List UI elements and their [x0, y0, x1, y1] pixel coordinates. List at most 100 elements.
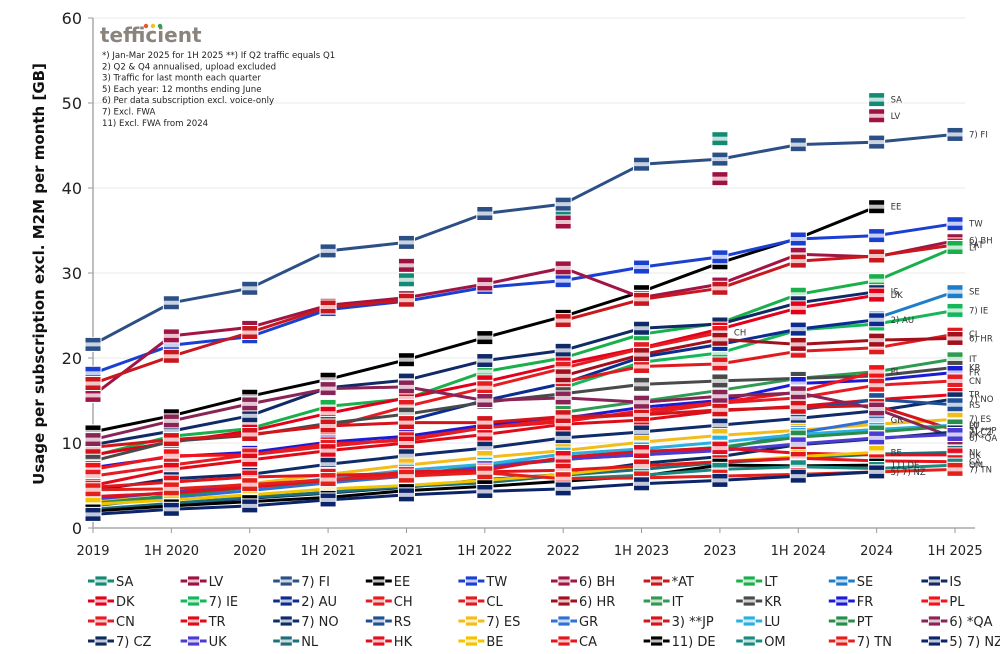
- flag-stripe: [320, 448, 337, 453]
- flag-stripe: [476, 385, 493, 390]
- logo-dot-green: [157, 23, 163, 29]
- flag-stripe: [476, 369, 493, 374]
- legend-item: 11) DE: [643, 635, 716, 650]
- legend-item: KR: [736, 595, 782, 610]
- legend-flag-stripe: [650, 619, 663, 623]
- flag-stripe: [555, 373, 572, 378]
- flag-stripe: [868, 383, 885, 388]
- legend-item: PT: [828, 615, 873, 630]
- legend-item: IT: [643, 595, 683, 610]
- end-label: 6) BH: [969, 237, 993, 247]
- footnote-line: *) Jan-Mar 2025 for 1H 2025 **) If Q2 tr…: [102, 51, 335, 61]
- legend-flag-stripe: [280, 599, 293, 603]
- footnotes: tefficient *) Jan-Mar 2025 for 1H 2025 *…: [100, 23, 335, 129]
- series-line: [92, 397, 956, 493]
- flag-stripe: [947, 221, 963, 226]
- legend-label: LV: [209, 575, 224, 590]
- flag-stripe: [555, 468, 572, 473]
- legend-item: CL: [458, 595, 503, 610]
- flag-stripe: [476, 398, 493, 403]
- flag-stripe: [320, 248, 337, 253]
- flag-stripe: [711, 407, 728, 412]
- series-sa: [397, 92, 886, 288]
- y-tick-label: 0: [72, 519, 82, 538]
- flag-stripe: [868, 435, 885, 440]
- flag-stripe: [633, 265, 650, 270]
- legend-label: CA: [579, 635, 597, 650]
- legend-flag-stripe: [280, 619, 293, 623]
- flag-stripe: [790, 416, 807, 421]
- flag-stripe: [555, 278, 572, 283]
- legend-item: 7) NO: [273, 615, 339, 630]
- legend-flag-stripe: [743, 639, 756, 643]
- tefficient-logo: tefficient: [100, 23, 202, 47]
- flag-stripe: [163, 507, 180, 512]
- legend-flag-stripe: [95, 579, 107, 583]
- series-5-7-nz: [84, 464, 886, 522]
- flag-stripe: [868, 345, 885, 350]
- legend-flag-stripe: [928, 619, 941, 623]
- legend-label: 7) CZ: [116, 635, 152, 650]
- footnote-line: 6) Per data subscription excl. voice-onl…: [102, 96, 274, 106]
- legend-label: *AT: [672, 575, 694, 590]
- flag-stripe: [790, 237, 807, 241]
- flag-stripe: [241, 475, 258, 479]
- logo-dot-yellow: [150, 23, 156, 29]
- flag-stripe: [163, 333, 180, 338]
- legend-label: GR: [579, 615, 598, 630]
- x-tick-label: 1H 2020: [144, 544, 199, 559]
- flag-stripe: [85, 474, 101, 479]
- legend-flag-stripe: [280, 639, 293, 643]
- legend-item: 7) IE: [180, 595, 238, 610]
- end-label: IT: [969, 355, 978, 365]
- flag-stripe: [241, 482, 258, 487]
- legend: SA LV 7) FI EE TW 6) BH *AT LT SE IS DK 7) IE 2) AU C…: [88, 575, 1000, 650]
- flag-stripe: [790, 305, 807, 310]
- legend-item: SA: [88, 575, 133, 590]
- flag-stripe: [85, 342, 101, 347]
- footnote-line: 11) Excl. FWA from 2024: [102, 119, 208, 129]
- legend-label: OM: [764, 635, 785, 650]
- end-label: UK: [969, 431, 981, 441]
- legend-label: HK: [394, 635, 413, 650]
- end-label: EE: [891, 203, 902, 213]
- legend-flag-stripe: [650, 599, 663, 603]
- end-label: FR: [969, 368, 980, 378]
- flag-stripe: [320, 411, 337, 416]
- end-label: OM: [969, 461, 983, 471]
- flag-stripe: [241, 401, 258, 406]
- legend-label: 7) NO: [301, 615, 338, 630]
- legend-label: EE: [394, 575, 410, 590]
- end-label: 7) CZ: [969, 428, 992, 438]
- x-tick-label: 1H 2022: [457, 544, 512, 559]
- legend-flag-stripe: [187, 579, 200, 583]
- flag-stripe: [711, 478, 728, 483]
- flag-stripe: [241, 432, 258, 437]
- legend-item: LT: [736, 575, 778, 590]
- flag-stripe: [790, 441, 807, 446]
- flag-stripe: [555, 265, 572, 270]
- flag-stripe: [320, 462, 337, 467]
- flag-stripe: [711, 337, 728, 342]
- flag-stripe: [947, 432, 963, 437]
- legend-label: PL: [949, 595, 965, 610]
- legend-item: DK: [88, 595, 135, 610]
- legend-label: 6) HR: [579, 595, 615, 610]
- flag-stripe: [633, 481, 650, 486]
- x-axis: 2019 1H 2020 2020 1H 2021 2021 1H 2022 2022 1H …: [76, 527, 983, 559]
- flag-stripe: [711, 394, 728, 399]
- legend-label: NL: [301, 635, 319, 650]
- legend-flag-stripe: [835, 639, 848, 643]
- end-label: GR: [891, 416, 904, 426]
- legend-flag-stripe: [835, 599, 848, 603]
- legend-label: 7) TN: [857, 635, 892, 650]
- x-tick-label: 1H 2025: [927, 544, 982, 559]
- series-line: [92, 243, 956, 385]
- end-label: TR: [968, 391, 980, 401]
- series-7-fi: [84, 126, 964, 352]
- flag-stripe: [868, 113, 885, 118]
- legend-label: DK: [116, 595, 135, 610]
- legend-item: 7) ES: [458, 615, 520, 630]
- legend-item: 6) *QA: [921, 615, 993, 630]
- y-axis-title: Usage per subscription excl. M2M per mon…: [30, 63, 48, 485]
